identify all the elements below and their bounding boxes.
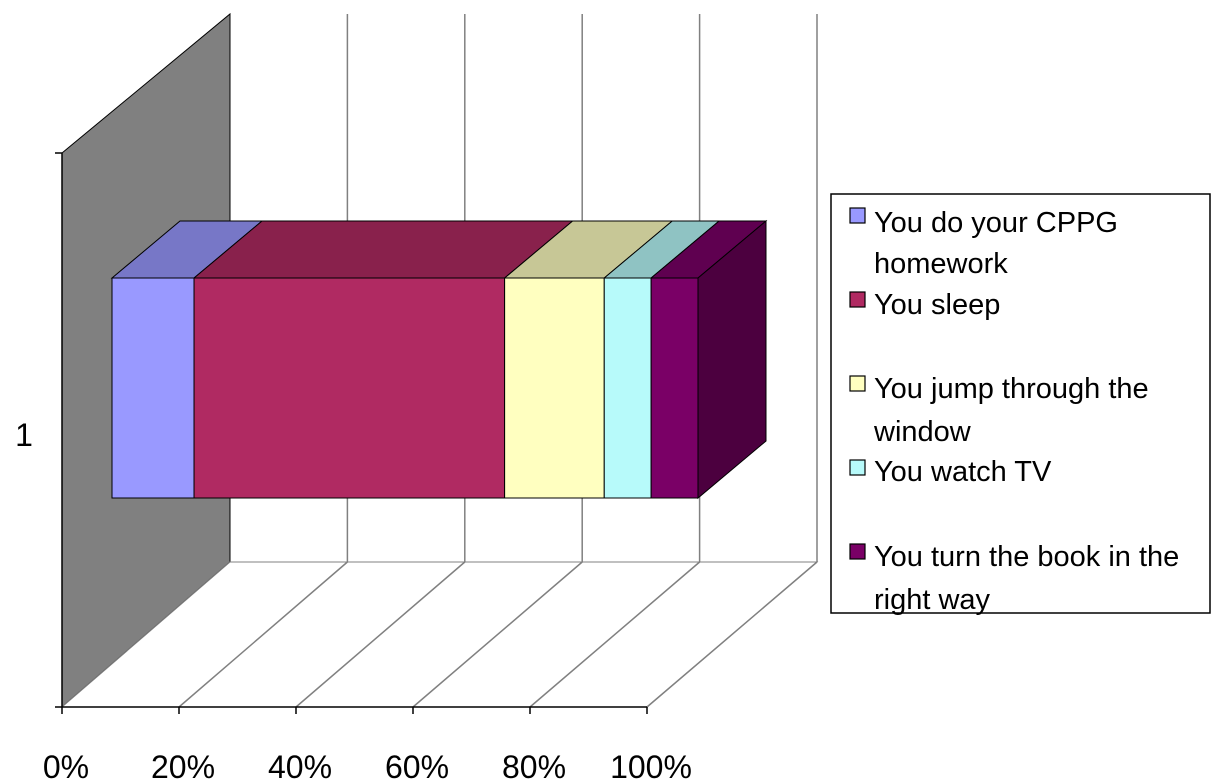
bar-segments <box>110 219 768 500</box>
legend-swatch <box>849 459 866 476</box>
legend-swatch <box>849 375 866 392</box>
legend-label: You turn the book in the right way <box>874 541 1179 616</box>
legend-swatch <box>849 543 866 560</box>
bar-segment <box>193 277 506 499</box>
x-tick-label: 40% <box>268 749 332 783</box>
gridline-floor <box>646 561 818 708</box>
gridline-floor <box>412 561 583 708</box>
bar-segment <box>504 277 605 499</box>
x-tick-label: 0% <box>43 749 89 783</box>
gridline-floor <box>529 561 701 708</box>
bar-segment <box>603 277 652 499</box>
legend-label: You jump through the window <box>873 373 1149 448</box>
bar-segment-side <box>697 219 767 500</box>
legend-label: You sleep <box>874 289 1000 321</box>
category-label: 1 <box>15 417 33 453</box>
legend: You do your CPPG homework You sleep You jum… <box>849 207 1179 616</box>
x-tick-label: 80% <box>502 749 566 783</box>
x-tick-label: 60% <box>385 749 449 783</box>
legend-label: You do your CPPG homework <box>874 207 1118 280</box>
legend-swatch <box>849 291 866 308</box>
legend-label: You watch TV <box>874 456 1052 488</box>
gridline-floor <box>295 561 466 708</box>
legend-box <box>830 193 1211 614</box>
legend-swatch <box>849 207 866 224</box>
x-tick-label: 100% <box>610 749 692 783</box>
bar-segment <box>650 277 699 499</box>
bar-segment <box>111 277 195 499</box>
x-axis-ticks: 0% 20% 40% 60% 80% 100% <box>43 707 692 783</box>
gridline-floor <box>178 561 348 708</box>
x-tick-label: 20% <box>151 749 215 783</box>
